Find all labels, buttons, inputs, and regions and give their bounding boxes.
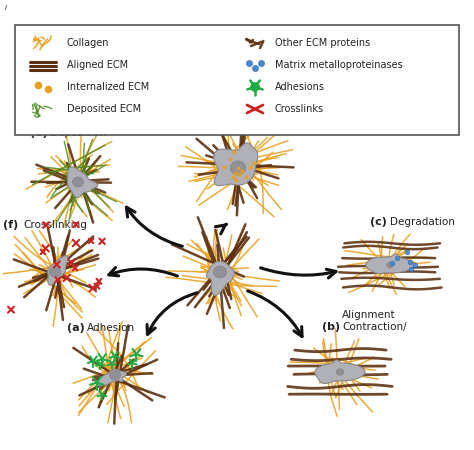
Text: Matrix metalloproteinases: Matrix metalloproteinases [275,60,403,70]
Ellipse shape [73,177,83,187]
Text: Crosslinking: Crosslinking [23,220,87,230]
Ellipse shape [109,370,120,380]
Ellipse shape [230,161,246,175]
Polygon shape [97,369,127,386]
Text: Degradation: Degradation [390,217,455,227]
Polygon shape [315,360,365,383]
Polygon shape [366,254,414,274]
Ellipse shape [337,369,344,375]
Ellipse shape [387,262,393,268]
Polygon shape [214,143,258,186]
FancyArrowPatch shape [127,207,182,246]
Polygon shape [250,83,260,92]
Text: I: I [5,5,7,11]
Text: Aligned ECM: Aligned ECM [67,60,128,70]
FancyArrowPatch shape [261,268,336,278]
Ellipse shape [49,267,61,277]
FancyArrowPatch shape [147,293,197,334]
Polygon shape [67,167,98,198]
Polygon shape [207,261,234,296]
Text: Adhesions: Adhesions [275,82,325,92]
Text: Other ECM proteins: Other ECM proteins [275,38,370,48]
Text: Deposited ECM: Deposited ECM [67,104,141,114]
Text: Contraction/: Contraction/ [342,322,407,332]
Text: (c): (c) [370,217,387,227]
Text: Adhesion: Adhesion [87,323,135,333]
FancyArrowPatch shape [216,224,227,234]
FancyArrowPatch shape [109,268,177,276]
Text: Alignment: Alignment [342,310,396,320]
Text: Internalized ECM: Internalized ECM [67,82,149,92]
Text: Collagen: Collagen [67,38,109,48]
Text: Crosslinks: Crosslinks [275,104,324,114]
Text: (f): (f) [3,220,18,230]
Text: (e): (e) [30,128,48,138]
Text: (d): (d) [213,110,231,120]
Polygon shape [48,256,68,285]
Text: Deposition: Deposition [50,128,106,138]
Ellipse shape [213,266,227,278]
Text: Internalization: Internalization [233,110,309,120]
FancyArrowPatch shape [247,291,302,337]
FancyBboxPatch shape [15,25,459,135]
Text: (b): (b) [322,322,340,332]
Text: (a): (a) [67,323,85,333]
